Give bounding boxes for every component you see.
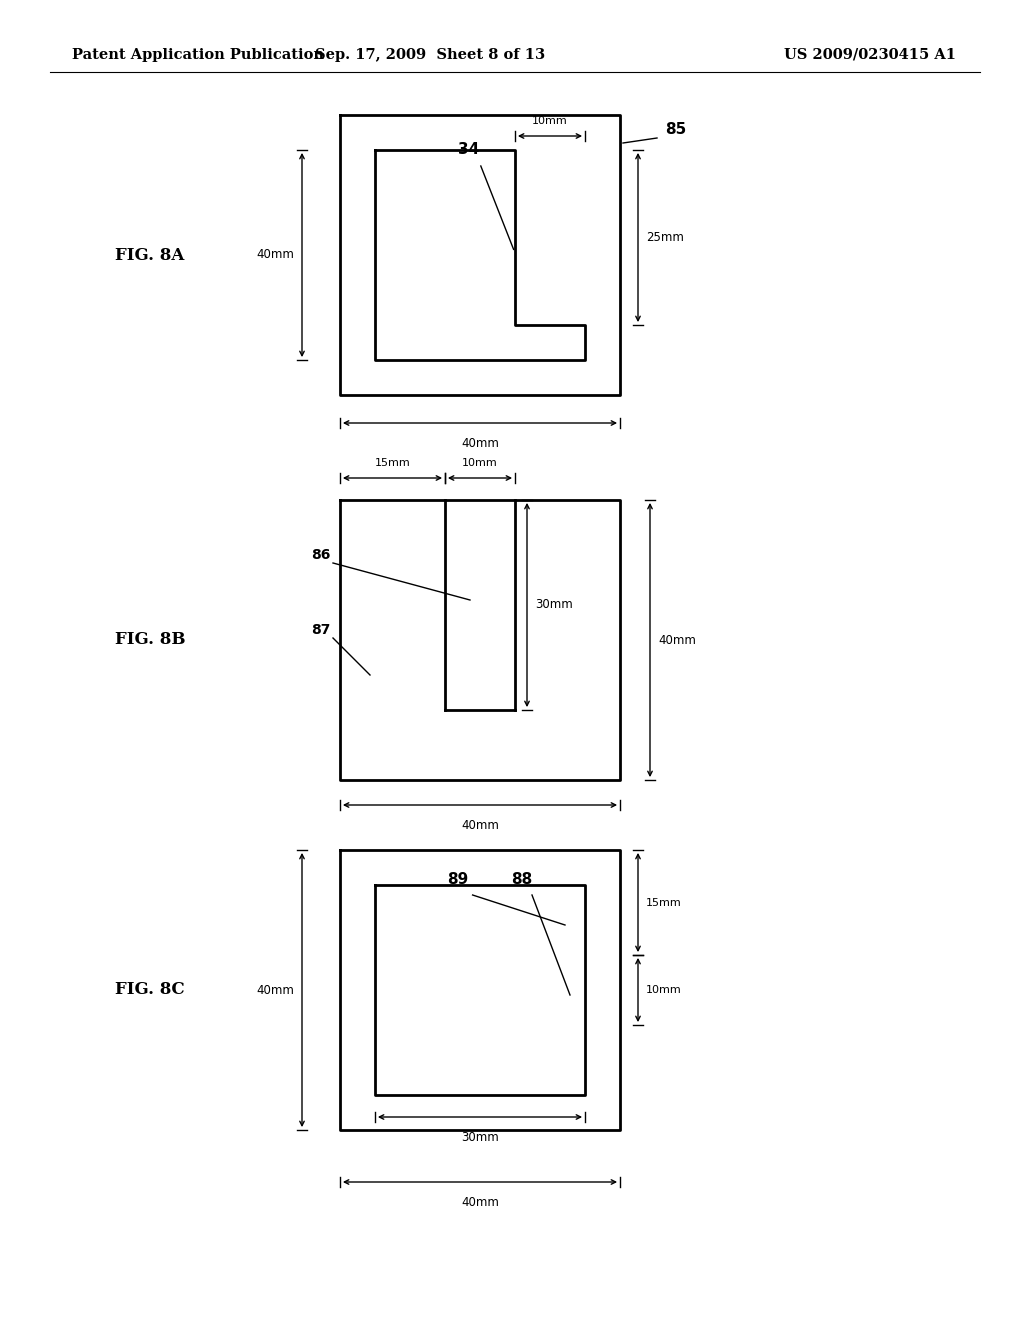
Text: 88: 88 xyxy=(511,873,532,887)
Text: 10mm: 10mm xyxy=(462,458,498,469)
Text: 40mm: 40mm xyxy=(256,983,294,997)
Text: 89: 89 xyxy=(446,873,468,887)
Text: 10mm: 10mm xyxy=(532,116,568,125)
Text: 40mm: 40mm xyxy=(658,634,696,647)
Text: FIG. 8A: FIG. 8A xyxy=(115,247,184,264)
Text: 40mm: 40mm xyxy=(461,437,499,450)
Text: 34: 34 xyxy=(458,143,479,157)
Text: 40mm: 40mm xyxy=(461,818,499,832)
Text: 15mm: 15mm xyxy=(375,458,411,469)
Text: 25mm: 25mm xyxy=(646,231,684,244)
Text: FIG. 8C: FIG. 8C xyxy=(115,982,184,998)
Text: FIG. 8B: FIG. 8B xyxy=(115,631,185,648)
Text: 86: 86 xyxy=(310,548,330,562)
Text: 10mm: 10mm xyxy=(646,985,682,995)
Text: 15mm: 15mm xyxy=(646,898,682,908)
Text: 30mm: 30mm xyxy=(461,1131,499,1144)
Text: Patent Application Publication: Patent Application Publication xyxy=(72,48,324,62)
Text: Sep. 17, 2009  Sheet 8 of 13: Sep. 17, 2009 Sheet 8 of 13 xyxy=(315,48,545,62)
Text: 30mm: 30mm xyxy=(535,598,572,611)
Text: 40mm: 40mm xyxy=(461,1196,499,1209)
Text: 40mm: 40mm xyxy=(256,248,294,261)
Text: 85: 85 xyxy=(665,123,686,137)
Text: US 2009/0230415 A1: US 2009/0230415 A1 xyxy=(784,48,956,62)
Text: 87: 87 xyxy=(310,623,330,638)
